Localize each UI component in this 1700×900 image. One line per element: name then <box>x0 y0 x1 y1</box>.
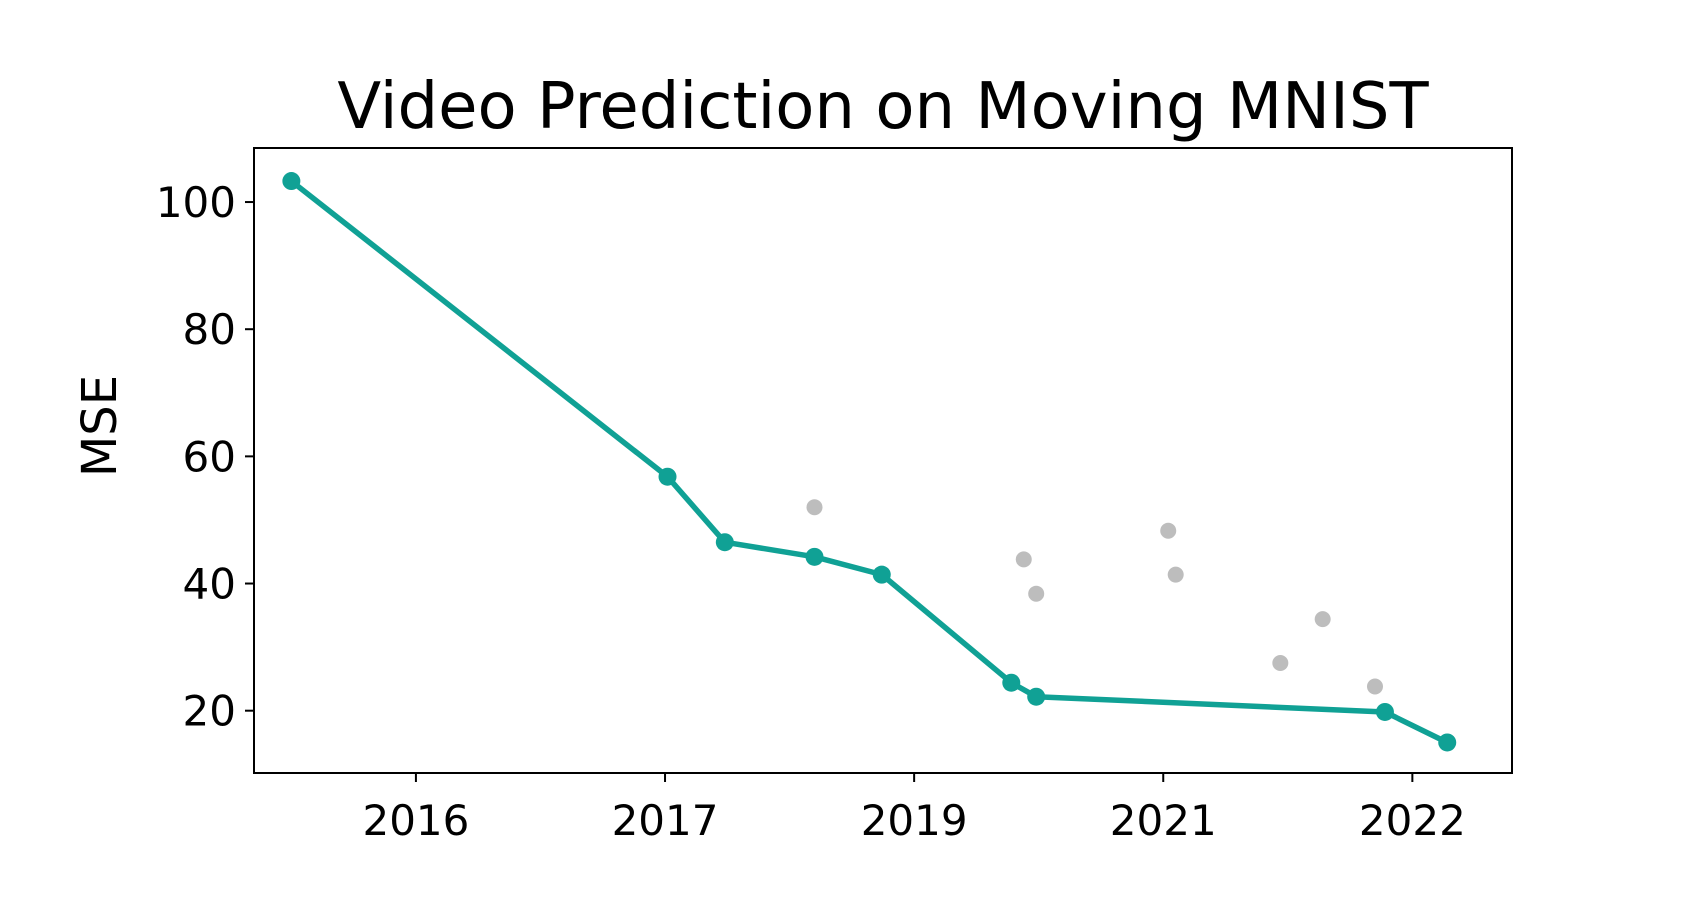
y-tick-label: 40 <box>183 560 236 609</box>
chart-title: Video Prediction on Moving MNIST <box>337 70 1429 144</box>
x-tick-label: 2021 <box>1110 796 1217 845</box>
other-point <box>1160 522 1177 539</box>
x-tick-label: 2019 <box>861 796 968 845</box>
x-tick-label: 2022 <box>1359 796 1466 845</box>
other-point <box>1015 551 1032 568</box>
other-point <box>1167 566 1184 583</box>
other-point <box>1366 678 1383 695</box>
frontier-point <box>1375 702 1394 721</box>
plot-area: 20 40 60 80 100 2016 2017 2019 2021 2022 <box>156 147 1513 845</box>
frontier-point <box>872 565 891 584</box>
other-point <box>1314 611 1331 628</box>
frontier-point <box>1027 687 1046 706</box>
y-tick-label: 20 <box>183 687 236 736</box>
y-axis-label: MSE <box>72 375 128 477</box>
x-tick-label: 2016 <box>362 796 469 845</box>
other-point <box>1028 585 1045 602</box>
y-tick-label: 100 <box>156 178 236 227</box>
other-point <box>806 499 823 516</box>
frontier-point <box>715 533 734 552</box>
x-tick-label: 2017 <box>612 796 719 845</box>
other-point <box>1272 655 1289 672</box>
frontier-point <box>658 467 677 486</box>
frontier-point <box>1002 673 1021 692</box>
frontier-point <box>1438 733 1457 752</box>
y-tick-label: 60 <box>183 432 236 481</box>
frontier-line <box>288 178 1450 746</box>
frontier-point <box>282 172 301 191</box>
y-tick-label: 80 <box>183 305 236 354</box>
frontier-point <box>805 547 824 566</box>
plot-frame <box>253 147 1513 774</box>
